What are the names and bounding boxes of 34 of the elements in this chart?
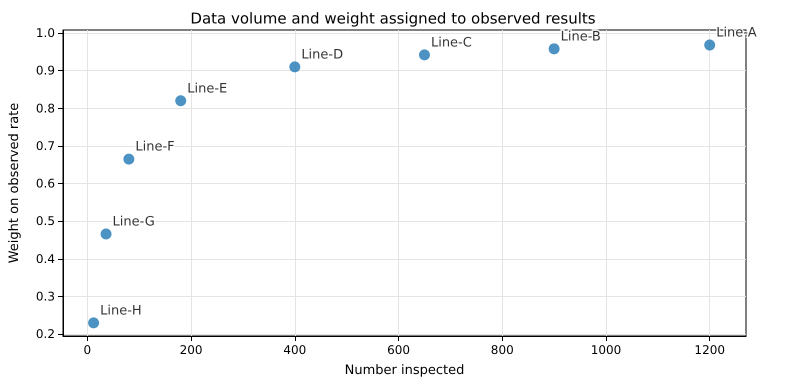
point (175, 95, 186, 106)
annotation: Line-F (135, 140, 175, 155)
annotation: Line-C (430, 35, 472, 50)
y-tick-label: 0.7 (36, 138, 55, 153)
y-tick-label: 0.6 (36, 176, 55, 191)
point (704, 40, 716, 51)
x-tick-label: 400 (283, 343, 306, 357)
point (100, 228, 112, 240)
point (418, 49, 430, 60)
y-tick-label: 0.9 (36, 64, 55, 78)
annotation: Line-E (187, 81, 228, 96)
y-tick-label: 0.2 (36, 327, 55, 342)
annotation: Line-H (100, 303, 142, 318)
chart-title: Data volume and weight assigned to observed results (190, 10, 596, 28)
y-tick-label: 0.8 (36, 101, 55, 116)
y-axis-title: Weight on observed rate (7, 102, 22, 264)
annotation: Line-D (301, 47, 344, 62)
point (88, 317, 100, 328)
x-tick-label: 200 (180, 343, 203, 357)
x-tick-label: 0 (84, 343, 92, 357)
x-axis-title: Number inspected (344, 363, 464, 378)
point (123, 154, 134, 165)
y-tick-label: 0.3 (36, 289, 55, 304)
point (289, 61, 300, 72)
annotation: Line-B (560, 29, 601, 44)
x-tick-label: 600 (387, 343, 410, 357)
annotation: Line-G (112, 214, 155, 230)
x-tick-label: 1000 (590, 343, 622, 357)
y-tick-label: 1.0 (36, 26, 55, 40)
point (548, 43, 560, 54)
y-tick-label: 0.4 (36, 252, 55, 266)
x-tick-label: 800 (490, 343, 514, 357)
x-tick-label: 1200 (694, 343, 725, 357)
y-tick-label: 0.5 (36, 214, 55, 228)
